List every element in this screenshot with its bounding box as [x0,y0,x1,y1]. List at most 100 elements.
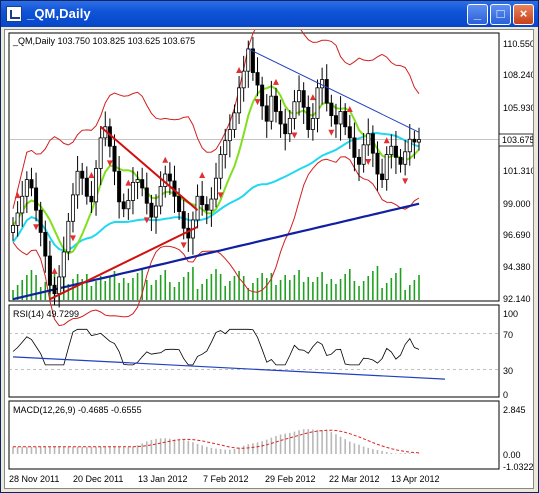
rsi-level-label: 0 [503,390,508,400]
candle-body [315,87,320,119]
candle-body [89,195,94,203]
minimize-icon: _ [473,6,482,21]
chart-svg[interactable]: _QM,Daily 103.750 103.825 103.625 103.67… [5,10,536,488]
fractal-marker [88,171,95,178]
candle-body [237,87,242,114]
fractal-marker [180,242,187,249]
candle-body [366,133,371,146]
candle-body [47,255,52,286]
fractal-marker [106,160,113,167]
candle-body [167,173,172,182]
candle-body [181,211,186,229]
title-bar[interactable]: _QM,Daily _ □ × [1,1,538,27]
date-axis: 28 Nov 2011 20 Dec 2011 13 Jan 2012 7 Fe… [9,474,440,484]
fractal-marker [199,171,206,178]
date-label: 28 Nov 2011 [9,474,59,484]
candle-body [310,118,315,130]
date-label: 22 Mar 2012 [329,474,380,484]
candle-body [338,111,343,125]
candle-body [264,105,269,122]
maximize-icon: □ [496,6,505,21]
rsi-level-label: 30 [503,366,513,376]
fractal-marker [272,78,279,85]
candle-body [297,90,302,103]
fractal-marker [33,224,40,231]
candle-body [329,102,334,117]
candle-body [389,145,394,155]
rsi-axis: 100 70 30 0 [503,309,518,400]
current-price-label: 103.675 [502,135,533,145]
close-button[interactable]: × [513,4,534,25]
window-title: _QM,Daily [27,6,91,21]
price-label: 94.380 [503,262,531,272]
candle-body [66,220,71,253]
candle-body [250,48,255,73]
fractal-marker [143,217,150,224]
candle-body [333,115,338,125]
candle-body [306,106,311,130]
date-label: 20 Dec 2011 [73,474,123,484]
price-label: 92.140 [503,294,531,304]
chart-area[interactable]: _QM,Daily 103.750 103.825 103.625 103.67… [4,10,536,489]
candle-body [223,140,228,155]
candle-body [407,138,412,153]
fractal-marker [328,129,335,136]
candle-body [403,151,408,165]
candle-body [213,177,218,200]
candle-body [57,276,62,295]
candle-body [70,194,75,222]
candle-body [380,173,385,180]
price-label: 110.550 [503,39,533,49]
descending-trendline [248,48,420,133]
candle-body [24,179,29,197]
candle-body [61,251,66,278]
candle-body [186,227,191,239]
candle-body [11,225,16,233]
price-label: 108.240 [503,70,533,80]
price-axis: 110.550 108.240 105.930 101.310 99.000 9… [503,39,536,304]
candle-body [260,84,265,107]
price-label: 105.930 [503,103,533,113]
fractal-marker [125,179,132,186]
candle-body [343,111,348,128]
fractal-marker [346,105,353,112]
fractal-marker [383,137,390,144]
candle-body [149,202,154,218]
macd-plot-frame [8,400,500,470]
fractal-marker [236,67,243,74]
candle-body [246,48,251,72]
candle-body [398,156,403,165]
candle-body [393,145,398,158]
candle-body [375,152,380,175]
rsi-trendline [12,356,446,380]
candle-body [52,284,57,295]
resistance-trendline [100,126,199,211]
candle-body [121,201,126,210]
maximize-button[interactable]: □ [490,4,511,25]
minimize-button[interactable]: _ [467,4,488,25]
candle-body [370,133,375,154]
candle-body [361,144,366,165]
main-panel-header: _QM,Daily 103.750 103.825 103.625 103.67… [12,36,195,46]
candle-body [140,179,145,189]
candle-body [241,70,246,89]
fractal-marker [309,94,316,101]
fractal-marker [291,132,298,139]
candle-body [218,154,223,179]
candle-body [98,137,103,169]
macd-panel-header: MACD(12,26,9) -0.4685 -0.6555 [13,405,142,415]
candle-body [29,179,34,189]
rsi-panel-header: RSI(14) 49.7299 [13,309,79,319]
fractal-marker [162,156,169,163]
rsi-level-label: 100 [503,309,518,319]
candle-body [227,129,232,142]
price-label: 101.310 [503,166,533,176]
candle-body [232,112,237,130]
candle-body [34,187,39,211]
candle-body [292,101,297,119]
date-label: 29 Feb 2012 [265,474,316,484]
macd-level-label: 2.845 [503,405,526,415]
candle-body [135,179,140,183]
candle-body [200,195,205,206]
candle-body [347,126,352,139]
